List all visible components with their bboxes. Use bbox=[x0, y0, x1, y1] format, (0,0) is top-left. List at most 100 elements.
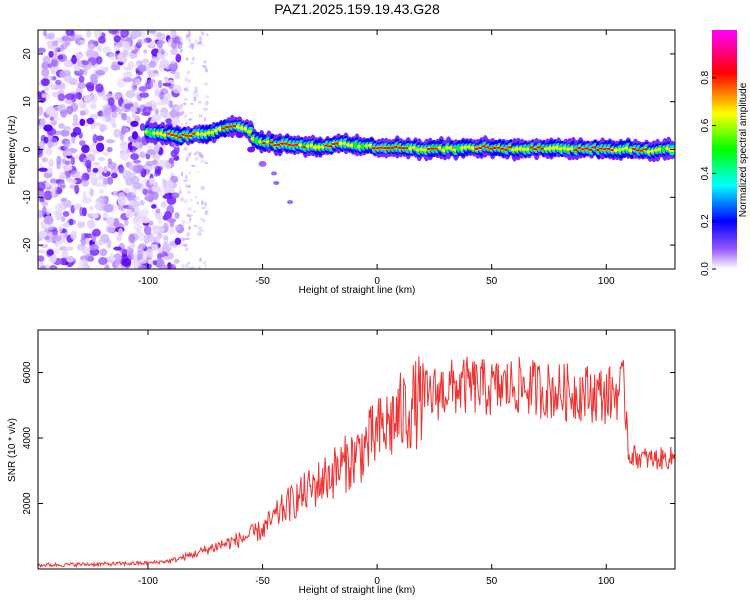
spectral-speckle bbox=[98, 188, 104, 195]
spectral-speckle bbox=[142, 58, 149, 64]
spectral-speckle bbox=[38, 190, 45, 199]
spectral-speckle bbox=[154, 258, 165, 268]
spectral-speckle bbox=[60, 231, 65, 238]
colorbar-label: Normalized spectral amplitude bbox=[738, 82, 749, 217]
spectral-speckle bbox=[193, 98, 197, 102]
spectral-speckle bbox=[111, 111, 118, 119]
spectral-speckle bbox=[38, 255, 45, 262]
spectral-speckle bbox=[154, 86, 162, 94]
spectral-speckle bbox=[82, 191, 87, 199]
snr-ylabel: SNR (10 * v/v) bbox=[7, 418, 18, 482]
spectral-speckle bbox=[200, 31, 203, 34]
spectral-speckle bbox=[48, 158, 54, 168]
x-tick-label: -50 bbox=[255, 576, 270, 587]
spectral-speckle bbox=[101, 111, 106, 122]
spectral-speckle bbox=[77, 81, 86, 89]
spectral-speckle bbox=[120, 151, 130, 161]
spectral-speckle bbox=[165, 118, 172, 124]
spectral-speckle bbox=[152, 260, 157, 266]
x-tick-label: -100 bbox=[138, 276, 158, 287]
spectral-speckle bbox=[61, 35, 70, 42]
spectral-speckle bbox=[187, 70, 191, 75]
spectral-speckle bbox=[183, 87, 188, 92]
spectral-speckle bbox=[78, 101, 85, 109]
spectral-speckle bbox=[187, 226, 191, 231]
spectral-speckle bbox=[131, 30, 142, 38]
spectral-speckle bbox=[49, 253, 57, 263]
spectral-speckle bbox=[121, 257, 132, 267]
spectral-speckle bbox=[41, 67, 50, 78]
spectral-speckle bbox=[187, 206, 192, 212]
spectral-speckle bbox=[204, 161, 209, 165]
spectral-speckle bbox=[183, 243, 188, 248]
spectral-speckle bbox=[162, 179, 168, 190]
spectral-speckle bbox=[56, 155, 62, 166]
spectral-speckle bbox=[89, 188, 94, 197]
branch-mark bbox=[247, 146, 256, 153]
spectral-speckle bbox=[175, 53, 182, 63]
spectral-speckle bbox=[74, 33, 82, 39]
spectral-speckle bbox=[168, 228, 175, 235]
spectral-speckle bbox=[188, 184, 191, 188]
spectral-speckle bbox=[185, 156, 189, 162]
spectral-speckle bbox=[113, 44, 120, 51]
spectral-speckle bbox=[51, 187, 56, 197]
spectral-speckle bbox=[102, 151, 110, 156]
spectral-speckle bbox=[188, 79, 191, 83]
spectral-speckle bbox=[162, 235, 169, 241]
spectral-speckle bbox=[137, 64, 147, 73]
spectral-speckle bbox=[181, 264, 186, 269]
spectral-speckle bbox=[52, 111, 59, 118]
spectral-speckle bbox=[152, 159, 158, 165]
spectral-speckle bbox=[59, 70, 66, 78]
spectral-speckle bbox=[88, 205, 94, 211]
spectral-speckle bbox=[157, 247, 163, 253]
spectral-speckle bbox=[118, 108, 123, 116]
spectral-speckle bbox=[170, 30, 177, 39]
spectral-speckle bbox=[134, 141, 141, 148]
spectral-speckle bbox=[169, 264, 176, 269]
spectral-speckle bbox=[130, 120, 139, 127]
spectral-speckle bbox=[146, 149, 157, 156]
branch-mark bbox=[258, 160, 267, 167]
spectral-speckle bbox=[154, 165, 162, 175]
spectral-speckle bbox=[130, 153, 140, 161]
spectral-speckle bbox=[185, 57, 189, 61]
y-tick-label: 20 bbox=[22, 48, 33, 60]
spectral-speckle bbox=[173, 37, 180, 45]
spectral-speckle bbox=[190, 62, 194, 65]
spectral-speckle bbox=[57, 181, 66, 188]
spectral-speckle bbox=[194, 156, 199, 161]
spectral-speckle bbox=[40, 78, 50, 87]
spectral-speckle bbox=[77, 264, 88, 269]
spectral-speckle bbox=[44, 33, 53, 40]
spectral-speckle bbox=[121, 41, 131, 49]
spectral-speckle bbox=[120, 30, 129, 38]
spectral-speckle bbox=[57, 103, 67, 111]
spectral-speckle bbox=[143, 225, 152, 235]
spectral-speckle bbox=[43, 215, 54, 225]
spectral-speckle bbox=[122, 71, 133, 79]
spectral-speckle bbox=[48, 265, 58, 269]
spectral-speckle bbox=[139, 92, 150, 99]
spectral-speckle bbox=[179, 103, 184, 109]
spectral-speckle bbox=[185, 232, 191, 238]
spectral-speckle bbox=[68, 218, 74, 226]
spectral-speckle bbox=[119, 248, 129, 254]
spectral-speckle bbox=[178, 44, 182, 48]
y-tick-label: -10 bbox=[22, 190, 33, 205]
spectral-speckle bbox=[55, 79, 62, 86]
spectral-speckle bbox=[157, 79, 163, 89]
spectral-speckle bbox=[38, 230, 48, 238]
spectral-speckle bbox=[38, 167, 48, 172]
spectral-speckle bbox=[183, 102, 187, 106]
spectral-speckle bbox=[138, 264, 147, 269]
spectral-speckle bbox=[110, 172, 118, 179]
spectral-speckle bbox=[123, 219, 129, 227]
spectral-speckle bbox=[109, 117, 116, 126]
spectral-speckle bbox=[92, 133, 98, 144]
spectral-speckle bbox=[130, 176, 140, 185]
spectral-speckle bbox=[205, 69, 209, 73]
spectral-speckle bbox=[144, 101, 152, 107]
